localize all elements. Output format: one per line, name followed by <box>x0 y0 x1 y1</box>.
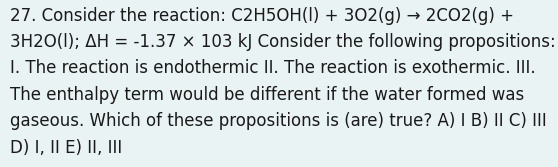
Text: I. The reaction is endothermic II. The reaction is exothermic. III.: I. The reaction is endothermic II. The r… <box>10 59 536 77</box>
Text: gaseous. Which of these propositions is (are) true? A) I B) II C) III: gaseous. Which of these propositions is … <box>10 112 547 130</box>
Text: 3H2O(l); ΔH = -1.37 × 103 kJ Consider the following propositions:: 3H2O(l); ΔH = -1.37 × 103 kJ Consider th… <box>10 33 556 51</box>
Text: D) I, II E) II, III: D) I, II E) II, III <box>10 139 122 157</box>
Text: The enthalpy term would be different if the water formed was: The enthalpy term would be different if … <box>10 86 525 104</box>
Text: 27. Consider the reaction: C2H5OH(l) + 3O2(g) → 2CO2(g) +: 27. Consider the reaction: C2H5OH(l) + 3… <box>10 7 514 25</box>
